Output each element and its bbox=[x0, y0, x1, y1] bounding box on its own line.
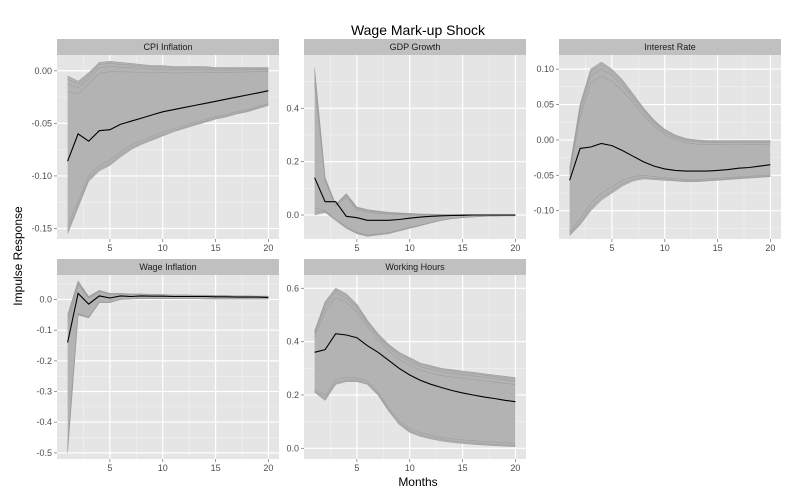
simulation-path bbox=[569, 64, 771, 170]
simulation-path bbox=[314, 207, 516, 236]
strip-label-cpi-inflation: CPI Inflation bbox=[143, 42, 192, 52]
x-tick-label: 5 bbox=[107, 243, 112, 253]
panel-wage-inflation: Wage Inflation 5 10 15 20 0.0 -0.1 -0.2 -0.3 -0.4… bbox=[36, 259, 279, 473]
simulation-path bbox=[314, 381, 516, 447]
x-tick-label: 10 bbox=[405, 243, 415, 253]
simulation-path bbox=[314, 289, 516, 380]
strip-label-wage-inflation: Wage Inflation bbox=[139, 262, 196, 272]
x-tick-label: 10 bbox=[405, 463, 415, 473]
y-tick-label: 0.2 bbox=[286, 390, 299, 400]
y-tick-label: -0.10 bbox=[533, 206, 554, 216]
panel-working-hours: Working Hours 5 10 15 20 0.0 0.2 0.4 0.6 bbox=[286, 259, 526, 473]
simulation-path bbox=[569, 174, 771, 233]
simulation-path bbox=[67, 298, 269, 447]
y-tick-label: 0.4 bbox=[286, 337, 299, 347]
simulation-path bbox=[67, 71, 269, 95]
median-line-working-hours bbox=[314, 333, 516, 403]
simulation-path bbox=[314, 292, 516, 382]
y-tick-label: 0.10 bbox=[536, 64, 554, 74]
x-tick-label: 5 bbox=[107, 463, 112, 473]
simulation-band-interest-rate bbox=[569, 61, 771, 236]
median-line-gdp-growth bbox=[314, 177, 516, 221]
chart-title: Wage Mark-up Shock bbox=[351, 22, 486, 38]
simulation-path bbox=[569, 176, 771, 236]
x-tick-label: 10 bbox=[660, 243, 670, 253]
x-tick-label: 10 bbox=[158, 243, 168, 253]
x-tick-label: 20 bbox=[510, 463, 520, 473]
y-tick-label: -0.1 bbox=[36, 325, 52, 335]
y-tick-label: 0.05 bbox=[536, 100, 554, 110]
simulation-band-cpi-inflation bbox=[67, 60, 269, 234]
simulation-path bbox=[569, 175, 771, 235]
simulation-path bbox=[314, 379, 516, 446]
x-tick-label: 15 bbox=[713, 243, 723, 253]
x-tick-label: 5 bbox=[609, 243, 614, 253]
panel-interest-rate: Interest Rate 5 10 15 20 0.10 0.05 0.00 -0.05 -0.… bbox=[533, 39, 781, 253]
x-tick-label: 20 bbox=[263, 463, 273, 473]
simulation-path bbox=[67, 60, 269, 82]
simulation-band-working-hours bbox=[314, 287, 516, 447]
y-tick-label: -0.2 bbox=[36, 356, 52, 366]
x-tick-label: 15 bbox=[211, 463, 221, 473]
simulation-band-wage-inflation bbox=[67, 280, 269, 453]
strip-working-hours bbox=[304, 259, 526, 275]
y-axis-label: Impulse Response bbox=[11, 206, 25, 306]
strip-wage-inflation bbox=[57, 259, 279, 275]
simulation-path bbox=[67, 66, 269, 88]
y-tick-label: 0.0 bbox=[286, 210, 299, 220]
y-tick-label: -0.3 bbox=[36, 387, 52, 397]
y-tick-label: 0.00 bbox=[536, 135, 554, 145]
y-tick-label: -0.05 bbox=[533, 170, 554, 180]
x-tick-label: 20 bbox=[510, 243, 520, 253]
x-tick-label: 5 bbox=[354, 243, 359, 253]
simulation-path bbox=[67, 63, 269, 85]
x-tick-label: 15 bbox=[211, 243, 221, 253]
simulation-path bbox=[569, 61, 771, 169]
panel-cpi-inflation: CPI Inflation 5 10 15 20 0.00 -0.05 -0.10 -0.15 bbox=[31, 39, 279, 253]
simulation-path bbox=[569, 75, 771, 176]
strip-interest-rate bbox=[559, 39, 781, 55]
x-tick-label: 10 bbox=[158, 463, 168, 473]
simulation-path bbox=[314, 376, 516, 444]
median-line-wage-inflation bbox=[67, 292, 269, 343]
x-tick-label: 20 bbox=[765, 243, 775, 253]
simulation-band-gdp-growth bbox=[314, 68, 516, 237]
strip-gdp-growth bbox=[304, 39, 526, 55]
x-tick-label: 5 bbox=[354, 463, 359, 473]
simulation-path bbox=[67, 105, 269, 234]
simulation-path bbox=[67, 103, 269, 227]
y-tick-label: 0.00 bbox=[34, 66, 52, 76]
band-area-cpi-inflation bbox=[67, 61, 269, 234]
x-axis-label: Months bbox=[398, 475, 437, 489]
x-tick-label: 15 bbox=[458, 463, 468, 473]
panel-gdp-growth: GDP Growth 5 10 15 20 0.0 0.2 0.4 bbox=[286, 39, 526, 253]
simulation-path bbox=[67, 280, 269, 315]
y-tick-label: 0.0 bbox=[39, 295, 52, 305]
median-line-interest-rate bbox=[569, 142, 771, 181]
y-tick-label: -0.4 bbox=[36, 417, 52, 427]
x-tick-label: 15 bbox=[458, 243, 468, 253]
simulation-path bbox=[67, 104, 269, 231]
simulation-path bbox=[314, 297, 516, 385]
band-area-wage-inflation bbox=[67, 281, 269, 453]
strip-label-interest-rate: Interest Rate bbox=[644, 42, 696, 52]
x-tick-label: 20 bbox=[263, 243, 273, 253]
strip-label-working-hours: Working Hours bbox=[385, 262, 445, 272]
simulation-path bbox=[314, 287, 516, 378]
y-tick-label: -0.05 bbox=[31, 118, 52, 128]
band-area-interest-rate bbox=[569, 62, 771, 236]
simulation-path bbox=[569, 68, 771, 172]
y-tick-label: 0.2 bbox=[286, 157, 299, 167]
y-tick-label: -0.5 bbox=[36, 448, 52, 458]
strip-cpi-inflation bbox=[57, 39, 279, 55]
y-tick-label: 0.6 bbox=[286, 283, 299, 293]
y-tick-label: -0.10 bbox=[31, 171, 52, 181]
y-tick-label: -0.15 bbox=[31, 223, 52, 233]
y-tick-label: 0.4 bbox=[286, 103, 299, 113]
median-line-cpi-inflation bbox=[67, 90, 269, 162]
strip-label-gdp-growth: GDP Growth bbox=[390, 42, 441, 52]
y-tick-label: 0.0 bbox=[286, 443, 299, 453]
